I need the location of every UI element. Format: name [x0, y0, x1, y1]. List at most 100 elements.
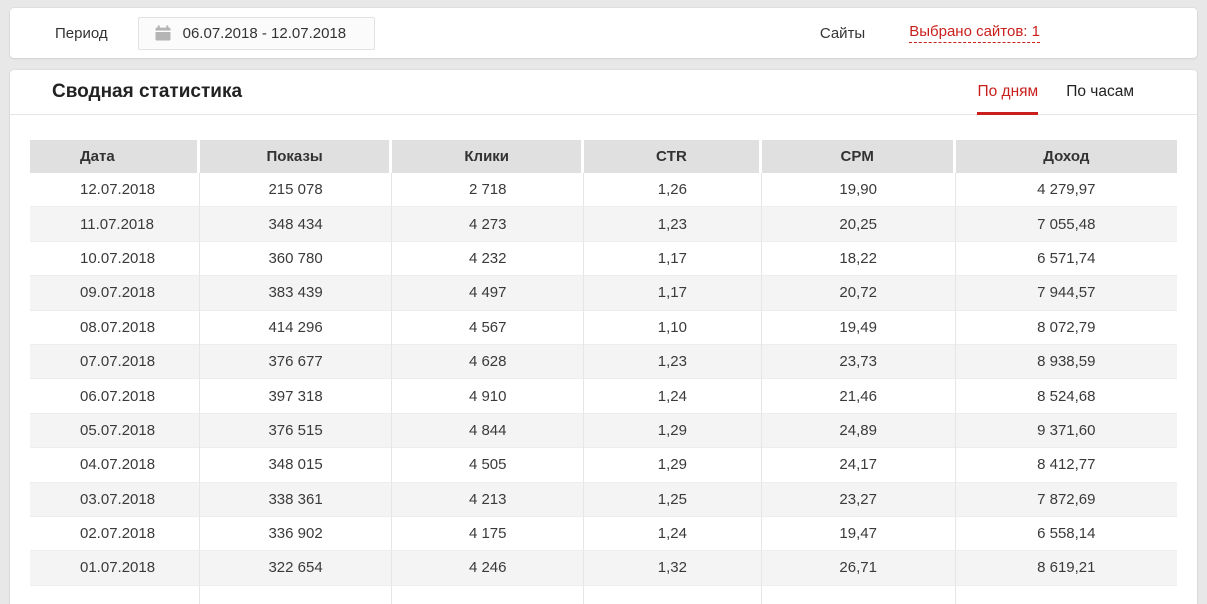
table-cell	[200, 585, 393, 604]
tab-bar: По дням По часам	[977, 70, 1134, 115]
table-cell: 18,22	[761, 241, 956, 277]
sites-selected-link[interactable]: Выбрано сайтов: 1	[909, 23, 1040, 43]
table-cell: 360 780	[199, 241, 393, 277]
column-header-6: Доход	[955, 140, 1177, 173]
table-cell: 08.07.2018	[30, 310, 200, 345]
table-cell: 9 371,60	[955, 413, 1177, 449]
table-cell: 23,73	[761, 344, 956, 380]
table-cell: 20,25	[761, 207, 956, 242]
table-cell: 4 246	[392, 551, 584, 586]
table-cell: 1,26	[583, 173, 762, 208]
table-cell: 322 654	[199, 551, 393, 586]
table-cell: 19,90	[761, 173, 956, 208]
summary-statistics-panel: Сводная статистика По дням По часам Дата П…	[10, 70, 1197, 604]
table-cell: 383 439	[199, 276, 393, 311]
table-cell: 02.07.2018	[30, 516, 200, 552]
table-row: 02.07.2018 336 902 4 175 1,24 19,47 6 558,14	[30, 516, 1177, 552]
table-cell	[956, 586, 1177, 604]
table-cell: 1,17	[583, 241, 762, 277]
date-range-value: 06.07.2018 - 12.07.2018	[182, 24, 347, 42]
table-row: 10.07.2018 360 780 4 232 1,17 18,22 6 571,74	[30, 241, 1177, 277]
table-cell: 4 175	[392, 516, 584, 552]
table-row: 01.07.2018 322 654 4 246 1,32 26,71 8 619,21	[30, 551, 1177, 586]
table-row: 03.07.2018 338 361 4 213 1,25 23,27 7 872,69	[30, 482, 1177, 517]
table-cell: 397 318	[199, 379, 393, 414]
table-cell: 7 872,69	[955, 482, 1177, 517]
table-cell: 1,10	[583, 310, 762, 345]
statistics-table-wrap: Дата Показы Клики CTR CPM Доход 12.07.2018 215…	[30, 140, 1177, 604]
table-cell: 4 273	[392, 207, 584, 242]
column-header-5: CPM	[761, 140, 956, 173]
table-cell: 4 497	[392, 276, 584, 311]
table-cell: 8 524,68	[955, 379, 1177, 414]
table-cell: 1,32	[583, 551, 762, 586]
statistics-table: Дата Показы Клики CTR CPM Доход 12.07.2018 215…	[30, 140, 1177, 604]
table-cell: 12.07.2018	[30, 173, 200, 208]
table-cell: 376 515	[199, 413, 393, 449]
table-cell: 10.07.2018	[30, 241, 200, 277]
table-cell: 4 213	[392, 482, 584, 517]
table-cell: 11.07.2018	[30, 207, 200, 242]
period-label: Период	[55, 24, 108, 42]
column-header-3: Клики	[392, 140, 584, 173]
table-cell: 1,23	[583, 207, 762, 242]
table-cell: 06.07.2018	[30, 379, 200, 414]
column-header-2: Показы	[199, 140, 393, 173]
table-cell: 336 902	[199, 516, 393, 552]
table-cell: 4 505	[392, 448, 584, 483]
table-cell: 8 619,21	[955, 551, 1177, 586]
table-cell: 4 279,97	[955, 173, 1177, 208]
table-cell: 1,24	[583, 516, 762, 552]
table-cell: 19,47	[761, 516, 956, 552]
table-cell: 07.07.2018	[30, 344, 200, 380]
table-row: 04.07.2018 348 015 4 505 1,29 24,17 8 412,77	[30, 448, 1177, 483]
panel-header: Сводная статистика По дням По часам	[10, 70, 1197, 115]
page-title: Сводная статистика	[52, 81, 243, 102]
column-header-4: CTR	[583, 140, 762, 173]
table-cell: 1,24	[583, 379, 762, 414]
table-row: 07.07.2018 376 677 4 628 1,23 23,73 8 938,59	[30, 344, 1177, 380]
table-row: 06.07.2018 397 318 4 910 1,24 21,46 8 524,68	[30, 379, 1177, 414]
table-cell: 8 072,79	[955, 311, 1177, 345]
table-cell: 20,72	[761, 276, 956, 311]
panel-header-spacer	[242, 70, 977, 114]
table-cell: 19,49	[761, 310, 956, 345]
table-cell: 24,89	[761, 413, 956, 449]
table-row-partial	[30, 585, 1177, 604]
table-cell	[392, 585, 584, 604]
table-cell: 376 677	[199, 344, 393, 380]
table-header-row: Дата Показы Клики CTR CPM Доход	[30, 140, 1177, 173]
table-cell: 348 434	[199, 207, 393, 242]
tab-by-hours[interactable]: По часам	[1066, 83, 1134, 100]
table-cell: 338 361	[199, 482, 393, 517]
table-cell: 6 558,14	[955, 517, 1177, 552]
filter-bar: Период 06.07.2018 - 12.07.2018 Сайты Выб…	[10, 8, 1197, 58]
table-cell: 21,46	[761, 379, 956, 414]
table-cell: 1,29	[583, 448, 762, 483]
table-cell: 23,27	[761, 482, 956, 517]
table-cell: 4 628	[392, 344, 584, 380]
table-cell: 4 567	[392, 310, 584, 345]
tab-by-days[interactable]: По дням	[977, 70, 1038, 115]
calendar-icon	[155, 25, 171, 41]
table-cell: 01.07.2018	[30, 551, 200, 586]
table-cell: 7 944,57	[955, 276, 1177, 311]
table-cell: 1,23	[583, 344, 762, 380]
table-cell: 1,25	[583, 482, 762, 517]
table-cell: 1,29	[583, 413, 762, 449]
table-cell: 215 078	[199, 173, 393, 208]
table-cell: 09.07.2018	[30, 276, 200, 311]
column-header-1: Дата	[30, 140, 200, 173]
table-cell: 26,71	[761, 551, 956, 586]
table-cell: 04.07.2018	[30, 448, 200, 483]
table-cell: 8 938,59	[955, 344, 1177, 380]
table-cell: 24,17	[761, 448, 956, 483]
table-row: 11.07.2018 348 434 4 273 1,23 20,25 7 055,48	[30, 207, 1177, 242]
table-cell	[762, 585, 956, 604]
date-range-picker[interactable]: 06.07.2018 - 12.07.2018	[137, 16, 375, 50]
sites-label: Сайты	[819, 24, 866, 42]
table-cell: 7 055,48	[955, 207, 1177, 242]
table-cell: 03.07.2018	[30, 482, 200, 517]
table-cell: 6 571,74	[955, 242, 1177, 277]
table-row: 05.07.2018 376 515 4 844 1,29 24,89 9 371,60	[30, 413, 1177, 449]
